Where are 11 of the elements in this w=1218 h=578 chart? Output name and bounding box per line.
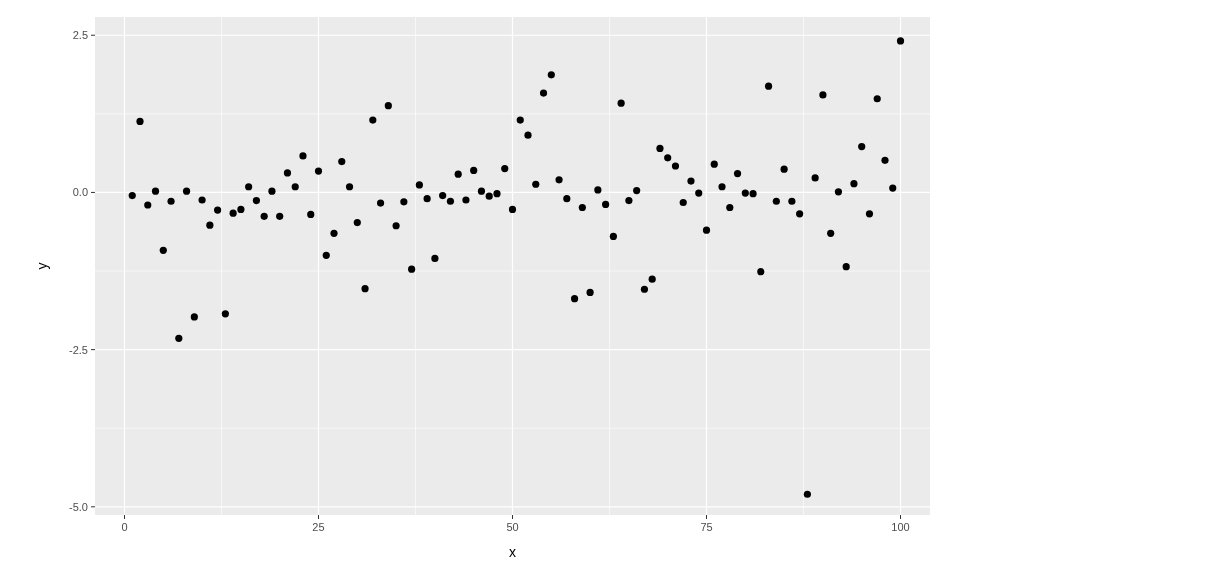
y-tick-label: 2.5	[72, 29, 88, 42]
x-axis-title: x	[509, 544, 516, 560]
y-tick-label: 0.0	[72, 186, 88, 199]
y-tick-label: -2.5	[69, 343, 88, 356]
x-tick-label: 75	[700, 521, 713, 533]
y-tick-label: -5.0	[69, 500, 88, 513]
x-tick-label: 100	[891, 521, 910, 533]
x-tick-label: 50	[506, 521, 519, 533]
x-tick-label: 0	[121, 521, 128, 533]
y-axis-title: y	[34, 262, 50, 270]
x-tick-label: 25	[312, 521, 325, 533]
